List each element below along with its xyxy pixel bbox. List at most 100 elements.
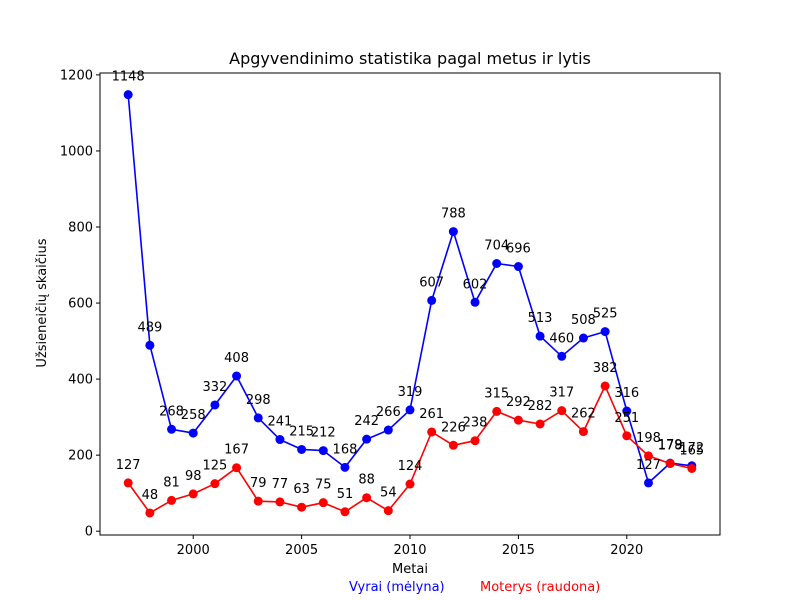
data-point bbox=[275, 435, 285, 445]
data-point bbox=[427, 295, 437, 305]
data-point bbox=[145, 340, 155, 350]
data-point bbox=[492, 406, 502, 416]
data-label: 165 bbox=[679, 443, 704, 458]
data-label: 317 bbox=[549, 386, 574, 401]
y-tick-label: 1200 bbox=[60, 68, 93, 83]
data-point bbox=[492, 259, 502, 269]
data-point bbox=[210, 479, 220, 489]
data-label: 319 bbox=[398, 385, 423, 400]
data-point bbox=[318, 446, 328, 456]
data-point bbox=[427, 427, 437, 437]
x-tick-label: 2015 bbox=[502, 543, 535, 558]
legend-note-women: Moterys (raudona) bbox=[480, 580, 601, 595]
data-point bbox=[167, 495, 177, 505]
data-point bbox=[622, 431, 632, 441]
data-label: 215 bbox=[289, 424, 314, 439]
data-label: 298 bbox=[246, 393, 271, 408]
data-point bbox=[340, 507, 350, 517]
data-label: 54 bbox=[380, 486, 397, 501]
data-point bbox=[600, 381, 610, 391]
data-point bbox=[188, 489, 198, 499]
data-label: 262 bbox=[571, 407, 596, 422]
data-point bbox=[405, 405, 415, 415]
data-label: 525 bbox=[593, 307, 618, 322]
data-label: 460 bbox=[549, 331, 574, 346]
data-point bbox=[535, 331, 545, 341]
data-point bbox=[232, 463, 242, 473]
data-label: 489 bbox=[137, 320, 162, 335]
x-tick-label: 2005 bbox=[285, 543, 318, 558]
data-label: 167 bbox=[224, 443, 249, 458]
data-point bbox=[578, 427, 588, 437]
data-label: 332 bbox=[202, 380, 227, 395]
series-lines bbox=[123, 90, 697, 518]
data-label: 513 bbox=[528, 311, 553, 326]
x-tick-label: 2020 bbox=[610, 543, 643, 558]
data-point bbox=[513, 415, 523, 425]
data-point bbox=[687, 463, 697, 473]
data-point bbox=[643, 478, 653, 488]
data-label: 98 bbox=[185, 469, 202, 484]
data-label: 261 bbox=[419, 407, 444, 422]
data-label: 251 bbox=[614, 411, 639, 426]
data-label: 88 bbox=[358, 473, 375, 488]
data-point bbox=[383, 506, 393, 516]
data-label: 79 bbox=[250, 476, 267, 491]
data-label: 315 bbox=[484, 386, 509, 401]
data-label: 178 bbox=[658, 439, 683, 454]
y-tick-label: 200 bbox=[68, 449, 93, 464]
data-point bbox=[210, 400, 220, 410]
data-label: 226 bbox=[441, 420, 466, 435]
data-label: 124 bbox=[398, 459, 423, 474]
data-label: 316 bbox=[614, 386, 639, 401]
data-point bbox=[362, 493, 372, 503]
data-point bbox=[622, 406, 632, 416]
data-point bbox=[557, 351, 567, 361]
data-label: 696 bbox=[506, 242, 531, 257]
data-label: 382 bbox=[593, 361, 618, 376]
data-label: 77 bbox=[272, 477, 289, 492]
data-label: 241 bbox=[268, 415, 293, 430]
y-tick-label: 0 bbox=[85, 525, 93, 540]
data-point bbox=[362, 434, 372, 444]
x-axis-label: Metai bbox=[392, 562, 428, 577]
axes: 0 200 400 600 800 1000 1200 2000 2005 2010 2015 202… bbox=[60, 68, 721, 558]
data-point bbox=[188, 428, 198, 438]
data-point bbox=[643, 451, 653, 461]
data-point bbox=[578, 333, 588, 343]
data-point bbox=[340, 462, 350, 472]
y-tick-label: 600 bbox=[68, 297, 93, 312]
data-label: 704 bbox=[484, 239, 509, 254]
data-label: 788 bbox=[441, 207, 466, 222]
data-label: 48 bbox=[142, 488, 159, 503]
data-label: 81 bbox=[163, 475, 180, 490]
data-point bbox=[405, 479, 415, 489]
data-label: 266 bbox=[376, 405, 401, 420]
y-tick-label: 400 bbox=[68, 373, 93, 388]
series-line-0 bbox=[127, 94, 692, 484]
data-label: 198 bbox=[636, 431, 661, 446]
data-point bbox=[600, 327, 610, 337]
legend-note-men: Vyrai (mėlyna) bbox=[349, 580, 445, 595]
data-label: 282 bbox=[528, 399, 553, 414]
x-tick-label: 2010 bbox=[393, 543, 426, 558]
data-label: 602 bbox=[463, 277, 488, 292]
data-label: 172 bbox=[679, 441, 704, 456]
data-label: 242 bbox=[354, 414, 379, 429]
data-point bbox=[318, 498, 328, 508]
data-point bbox=[297, 444, 307, 454]
data-label: 168 bbox=[333, 442, 358, 457]
data-label: 258 bbox=[181, 408, 206, 423]
data-label: 292 bbox=[506, 395, 531, 410]
data-point bbox=[470, 297, 480, 307]
data-point bbox=[297, 502, 307, 512]
data-label: 268 bbox=[159, 404, 184, 419]
data-point bbox=[557, 406, 567, 416]
data-label: 408 bbox=[224, 351, 249, 366]
data-point bbox=[470, 436, 480, 446]
data-point bbox=[535, 419, 545, 429]
data-label: 63 bbox=[293, 482, 310, 497]
data-label: 1148 bbox=[112, 70, 145, 85]
data-label: 238 bbox=[463, 416, 488, 431]
